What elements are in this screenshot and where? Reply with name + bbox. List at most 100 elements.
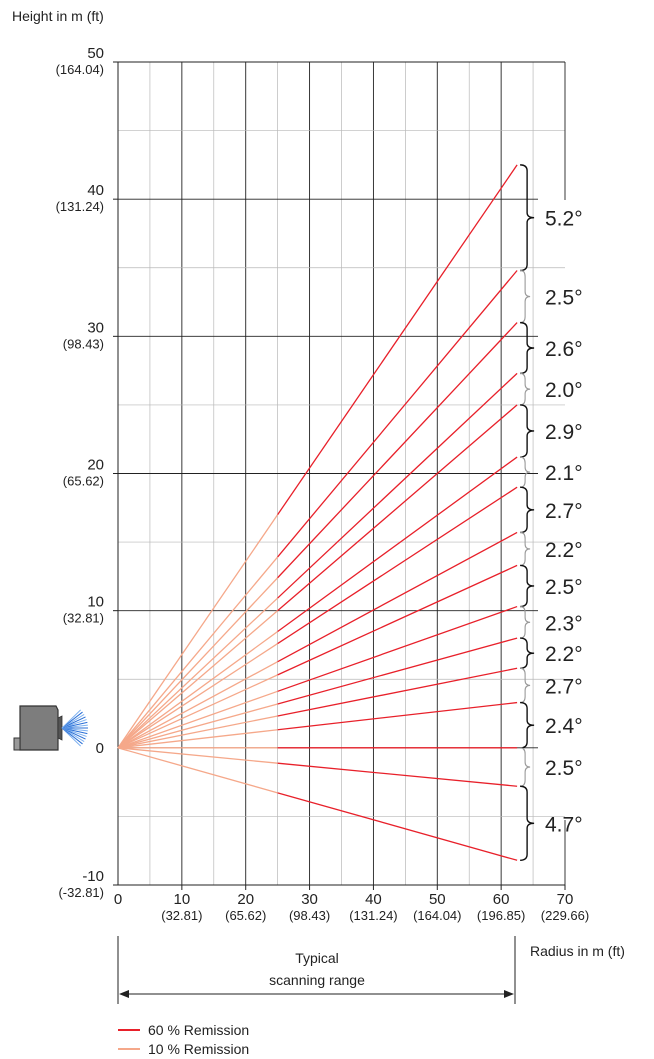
y-tick-sublabel: (32.81)	[63, 611, 104, 626]
legend-label-10: 10 % Remission	[148, 1041, 249, 1057]
sector-angle-label: 2.5°	[545, 287, 583, 310]
beam-10-remission	[117, 747, 278, 794]
y-tick-sublabel: (-32.81)	[58, 885, 104, 900]
sector-angle-label: 2.2°	[545, 539, 583, 562]
y-tick-sublabel: (164.04)	[56, 62, 104, 77]
x-axis-title: Radius in m (ft)	[530, 943, 625, 959]
x-tick-label: 10	[174, 891, 191, 908]
y-tick-label: 0	[96, 740, 104, 757]
sector-brace	[520, 701, 535, 749]
beam-60-remission	[277, 270, 518, 558]
y-tick-label: 30	[87, 319, 104, 336]
sector-angle-label: 2.7°	[545, 500, 583, 523]
range-label-line2: scanning range	[269, 972, 365, 988]
sector-angle-label: 2.9°	[545, 421, 583, 444]
sector-brace	[520, 269, 531, 324]
sector-angle-label: 4.7°	[545, 813, 583, 836]
beam-60-remission	[277, 667, 518, 717]
y-tick-sublabel: (98.43)	[63, 336, 104, 351]
y-tick-sublabel: (65.62)	[63, 474, 104, 489]
sector-angle-label: 2.6°	[545, 338, 583, 361]
scanning-range-annotation: Typical scanning range	[117, 936, 516, 1004]
beam-10-remission	[117, 747, 278, 764]
beam-10-remission	[117, 674, 278, 749]
legend-label-60: 60 % Remission	[148, 1022, 249, 1038]
x-tick-label: 60	[493, 891, 510, 908]
beam-10-remission	[117, 597, 279, 749]
beam-60-remission	[277, 531, 518, 663]
x-tick-label: 30	[301, 891, 318, 908]
sector-brace	[520, 486, 535, 534]
sector-brace	[520, 667, 531, 704]
x-tick-sublabel: (98.43)	[289, 908, 330, 923]
sector-brace	[520, 747, 531, 787]
scanner-device-icon	[13, 705, 88, 751]
sector-brace	[520, 456, 531, 488]
x-tick-sublabel: (196.85)	[477, 908, 525, 923]
beam-10-remission	[117, 577, 279, 749]
beam-60-remission	[277, 404, 518, 612]
sector-angle-label: 2.0°	[545, 379, 583, 402]
sector-angle-label: 5.2°	[545, 208, 583, 231]
sector-brace	[520, 372, 531, 406]
sector-angle-label: 2.5°	[545, 757, 583, 780]
beam-60-remission	[277, 605, 518, 692]
beam-60-remission	[277, 164, 518, 516]
range-arrow-right-icon	[504, 990, 514, 998]
x-tick-sublabel: (32.81)	[161, 908, 202, 923]
beam-60-remission	[277, 456, 518, 633]
angle-sectors: 5.2° 2.5° 2.6° 2.0° 2.9° 2.1° 2.7° 2.2° 2.5° 2.3°…	[520, 164, 583, 862]
y-tick-label: 20	[87, 457, 104, 474]
beam-60-remission	[277, 372, 518, 599]
sector-angle-label: 2.4°	[545, 715, 583, 738]
y-tick-label: 40	[87, 182, 104, 199]
axes: 50(164.04)40(131.24)30(98.43)20(65.62)10…	[56, 45, 590, 923]
sector-brace	[520, 404, 535, 458]
x-tick-label: 50	[429, 891, 446, 908]
beam-10-remission	[117, 643, 278, 749]
grid	[118, 61, 566, 885]
x-tick-sublabel: (229.66)	[541, 908, 589, 923]
y-tick-label: -10	[82, 868, 104, 885]
sector-angle-label: 2.5°	[545, 576, 583, 599]
beam-10-remission	[117, 661, 278, 749]
beam-60-remission	[277, 486, 518, 645]
beam-60-remission	[277, 322, 518, 579]
beams-60-percent-remission	[277, 164, 518, 861]
scanner-rays-icon	[61, 709, 88, 747]
beam-10-remission	[117, 630, 279, 749]
sector-angle-label: 2.7°	[545, 675, 583, 698]
beam-60-remission	[277, 564, 518, 676]
x-tick-sublabel: (131.24)	[349, 908, 397, 923]
y-tick-sublabel: (131.24)	[56, 199, 104, 214]
sector-brace	[520, 321, 535, 375]
beam-10-remission	[117, 556, 279, 749]
x-tick-label: 0	[114, 891, 122, 908]
x-tick-label: 40	[365, 891, 382, 908]
beam-10-remission	[117, 729, 278, 749]
sector-brace	[520, 785, 535, 862]
beam-10-remission	[117, 703, 278, 749]
legend: 60 % Remission 10 % Remission	[118, 1022, 249, 1057]
beam-60-remission	[277, 701, 518, 731]
range-arrow-left-icon	[119, 990, 129, 998]
sector-angle-label: 2.2°	[545, 643, 583, 666]
beam-10-remission	[117, 690, 278, 749]
beam-60-remission	[277, 792, 518, 861]
range-label-line1: Typical	[295, 950, 339, 966]
scanner-ray	[61, 709, 82, 729]
y-tick-label: 50	[87, 45, 104, 62]
sector-angle-label: 2.3°	[545, 612, 583, 635]
beam-60-remission	[277, 637, 518, 705]
sector-brace	[520, 606, 531, 639]
beam-60-remission	[277, 762, 518, 787]
sector-brace	[520, 637, 535, 669]
sector-brace	[520, 164, 535, 272]
x-tick-sublabel: (65.62)	[225, 908, 266, 923]
sector-brace	[520, 564, 535, 608]
sector-brace	[520, 531, 531, 566]
beam-10-remission	[117, 514, 279, 749]
y-axis-title: Height in m (ft)	[12, 8, 104, 24]
x-tick-label: 70	[557, 891, 574, 908]
